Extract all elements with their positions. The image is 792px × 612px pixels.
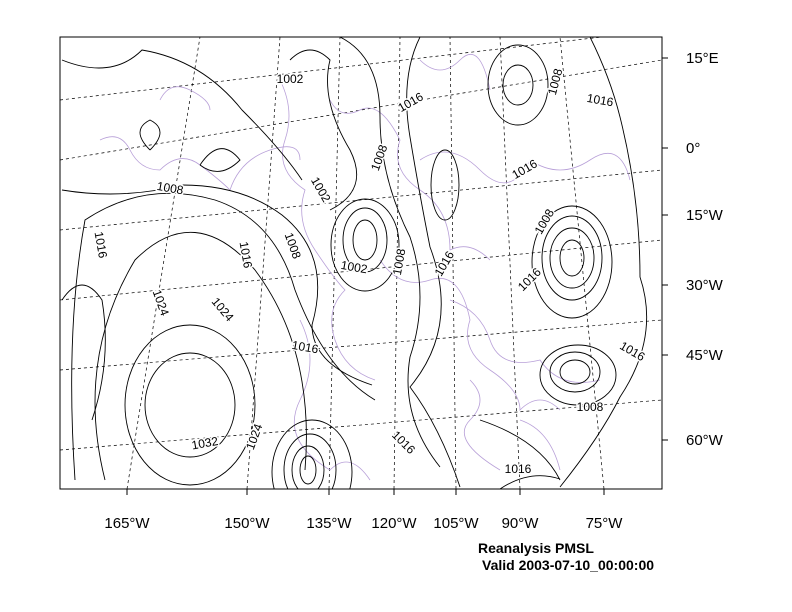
map-frame [59,36,663,490]
contour-label: 1002 [340,258,369,276]
graticule [60,37,662,489]
contour-label: 1016 [396,89,426,115]
latitude-label: 15°E [686,50,719,67]
longitude-label: 135°W [306,515,352,532]
longitude-label: 75°W [586,515,624,532]
contour-label: 1002 [277,72,304,86]
pressure-contours [61,37,648,489]
contour-label: 1008 [532,206,558,236]
contour-label: 1016 [515,265,544,294]
longitude-label: 120°W [371,515,417,532]
contour-label: 1016 [237,240,255,269]
contour-label: 1008 [577,400,604,414]
contour-label: 1008 [156,179,185,197]
contour-label: 1016 [617,339,647,365]
latitude-label: 30°W [686,277,724,294]
longitude-label: 90°W [502,515,540,532]
coastlines [99,54,631,481]
contour-label: 1008 [282,231,304,261]
valid-time: Valid 2003-07-10_00:00:00 [482,557,655,573]
contour-label: 1016 [432,248,458,278]
contour-label: 1002 [308,175,334,205]
contour-label: 1032 [190,434,219,452]
contour-label: 1016 [291,338,320,356]
contour-label: 1016 [505,462,532,476]
contour-label: 1024 [209,295,237,325]
contour-label: 1024 [150,288,172,318]
contour-label: 1016 [586,91,615,109]
plot-title: Reanalysis PMSL [478,540,594,556]
longitude-label: 150°W [224,515,270,532]
longitude-label: 165°W [104,515,150,532]
latitude-label: 45°W [686,347,724,364]
contour-label: 1024 [243,421,265,451]
contour-label: 1016 [389,428,418,457]
longitude-label: 105°W [433,515,479,532]
latitude-label: 60°W [686,432,724,449]
contour-label: 1008 [390,247,408,276]
contour-label: 1008 [545,67,566,97]
latitude-label: 15°W [686,207,724,224]
contour-label: 1016 [510,156,540,182]
contour-label: 1016 [92,230,110,259]
contour-label: 1008 [368,142,390,172]
latitude-label: 0° [686,140,700,157]
